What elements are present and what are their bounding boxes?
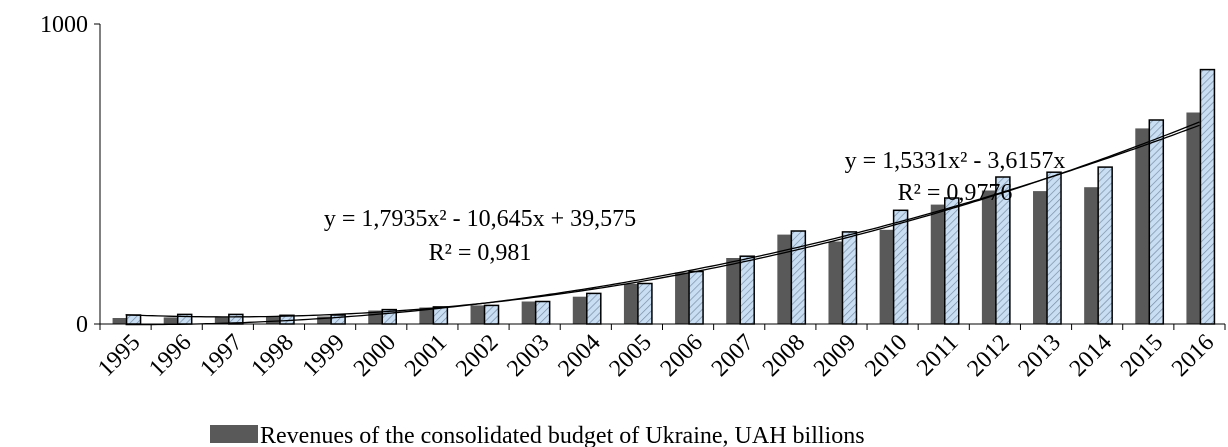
bar — [125, 314, 142, 325]
bar — [777, 234, 792, 324]
bar — [841, 231, 858, 325]
x-tick-label: 2003 — [502, 330, 554, 382]
trend-r2: R² = 0,981 — [429, 240, 532, 266]
bar — [981, 190, 996, 324]
x-tick-label: 2010 — [860, 330, 912, 382]
x-tick-label: 2013 — [1014, 330, 1066, 382]
x-tick-label: 1996 — [144, 330, 196, 382]
legend-swatch — [210, 425, 258, 443]
bar — [214, 317, 229, 324]
x-tick-label: 2016 — [1167, 330, 1219, 382]
bar — [572, 296, 587, 324]
bar — [534, 300, 551, 325]
bar — [1186, 112, 1201, 324]
bar — [521, 301, 536, 324]
trend-equation: y = 1,5331x² - 3,6157x — [845, 148, 1066, 174]
bar — [892, 209, 909, 325]
bar — [1135, 128, 1150, 324]
bar — [637, 282, 653, 325]
bar — [112, 318, 127, 324]
bar — [828, 241, 843, 324]
bar — [470, 305, 485, 324]
bar — [1148, 119, 1165, 325]
bar — [930, 204, 945, 324]
x-tick-label: 1997 — [195, 330, 247, 382]
bar — [432, 306, 449, 325]
bar — [163, 317, 178, 324]
bar — [419, 307, 434, 324]
bar — [1084, 187, 1099, 324]
bar — [1033, 191, 1048, 324]
x-tick-label: 2001 — [400, 330, 452, 382]
trend-equation: y = 1,7935x² - 10,645x + 39,575 — [324, 206, 636, 232]
bar — [944, 197, 960, 325]
y-tick-label: 1000 — [40, 12, 88, 38]
x-tick-label: 2002 — [451, 330, 503, 382]
x-tick-label: 2000 — [349, 330, 401, 382]
bar — [726, 258, 741, 324]
x-tick-label: 2011 — [912, 330, 964, 382]
x-tick-label: 2012 — [962, 330, 1014, 382]
legend-label: Revenues of the consolidated budget of U… — [260, 423, 865, 447]
x-tick-label: 2007 — [707, 330, 759, 382]
x-tick-label: 2014 — [1065, 330, 1117, 382]
bar — [688, 270, 704, 325]
bar — [586, 292, 602, 325]
bar — [317, 316, 332, 324]
trendline — [125, 124, 1200, 326]
y-tick-label: 0 — [76, 312, 88, 338]
x-tick-label: 2006 — [656, 330, 708, 382]
trend-r2: R² = 0,9776 — [898, 180, 1013, 206]
bar — [1199, 68, 1216, 325]
x-tick-label: 1995 — [93, 330, 145, 382]
bar — [879, 229, 894, 324]
bar — [675, 272, 690, 324]
x-tick-label: 2005 — [605, 330, 657, 382]
bar — [790, 230, 807, 325]
x-tick-label: 1998 — [247, 330, 299, 382]
x-tick-label: 2015 — [1116, 330, 1168, 382]
bar — [623, 283, 638, 324]
x-tick-label: 2004 — [553, 330, 605, 382]
bar — [1046, 171, 1062, 325]
bar — [1097, 166, 1113, 325]
x-tick-label: 2008 — [758, 330, 810, 382]
x-tick-label: 1999 — [298, 330, 350, 382]
bar — [739, 255, 755, 325]
x-tick-label: 2009 — [809, 330, 861, 382]
bar — [265, 316, 280, 324]
bar — [483, 304, 500, 325]
